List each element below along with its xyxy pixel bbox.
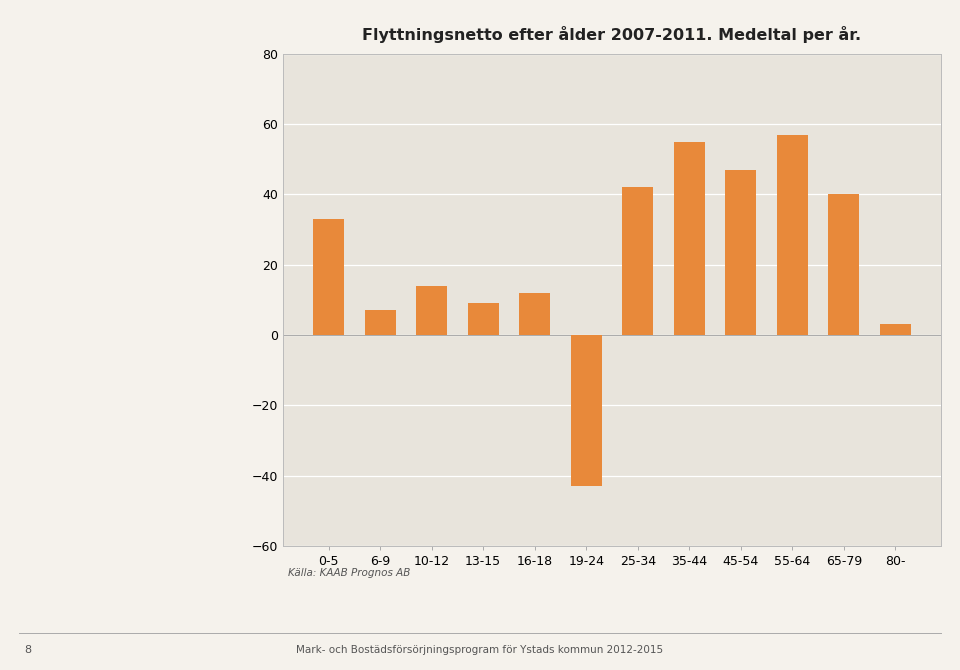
Text: Källa: KAAB Prognos AB: Källa: KAAB Prognos AB	[288, 568, 410, 578]
Bar	[880, 324, 911, 335]
Bar	[674, 141, 705, 335]
Bar	[571, 335, 602, 486]
Bar	[726, 170, 756, 335]
Title: Flyttningsnetto efter ålder 2007-2011. Medeltal per år.: Flyttningsnetto efter ålder 2007-2011. M…	[363, 25, 861, 43]
Bar	[777, 135, 807, 335]
Bar	[828, 194, 859, 335]
Bar	[622, 187, 653, 335]
Bar	[468, 304, 498, 335]
Text: 8: 8	[24, 645, 31, 655]
Bar	[519, 293, 550, 335]
Bar	[417, 285, 447, 335]
Bar	[313, 219, 344, 335]
Bar	[365, 310, 396, 335]
Text: Mark- och Bostädsförsörjningsprogram för Ystads kommun 2012-2015: Mark- och Bostädsförsörjningsprogram för…	[297, 645, 663, 655]
